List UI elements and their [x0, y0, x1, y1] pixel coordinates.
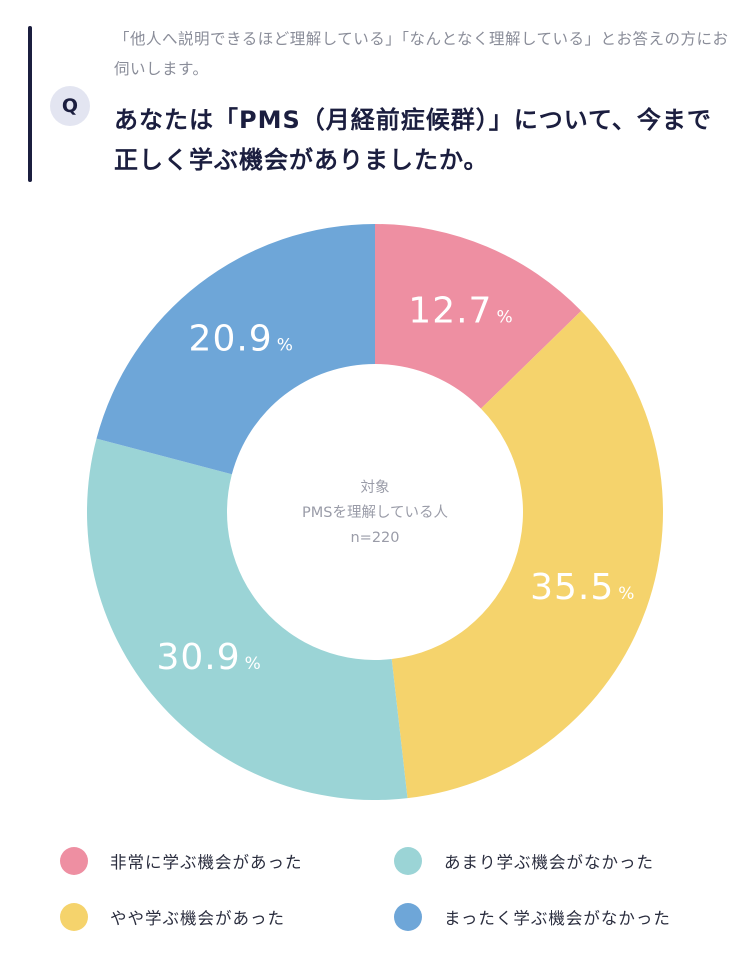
- donut-slices: [87, 223, 663, 800]
- slice-labels: 12.7 % 35.5 % 30.9 % 20.9%: [156, 290, 634, 678]
- donut-slice-4: [96, 223, 375, 475]
- donut-slice-2: [391, 310, 663, 799]
- legend-swatch-1: [60, 847, 88, 875]
- center-label-1: 対象: [361, 479, 390, 496]
- slice-label-4: 20.9%: [189, 319, 293, 360]
- center-label-2: PMSを理解している人: [302, 504, 448, 521]
- question-note: 「他人へ説明できるほど理解している」「なんとなく理解している」とお答えの方にお伺…: [114, 30, 729, 78]
- slice-label-3: 30.9%: [156, 637, 260, 678]
- center-label-3: n=220: [350, 530, 399, 546]
- legend-swatch-4: [394, 903, 422, 931]
- slice-label-1: 12.7%: [408, 290, 512, 331]
- donut-slice-3: [87, 438, 408, 800]
- legend-item-2: あまり学ぶ機会がなかった: [394, 846, 654, 876]
- question-badge: Q: [50, 86, 90, 126]
- legend-swatch-3: [60, 903, 88, 931]
- legend-item-4: まったく学ぶ機会がなかった: [394, 902, 671, 932]
- legend-label-1: 非常に学ぶ機会があった: [110, 853, 303, 872]
- legend-label-3: やや学ぶ機会があった: [110, 909, 285, 928]
- accent-bar: [28, 26, 32, 182]
- center-labels: 対象 PMSを理解している人 n=220: [302, 479, 448, 546]
- legend-item-3: やや学ぶ機会があった: [60, 902, 285, 932]
- legend-swatch-2: [394, 847, 422, 875]
- donut-slice-1: [375, 224, 582, 409]
- legend-item-1: 非常に学ぶ機会があった: [60, 846, 303, 876]
- legend-label-4: まったく学ぶ機会がなかった: [444, 909, 671, 928]
- legend-label-2: あまり学ぶ機会がなかった: [444, 853, 654, 872]
- question-title: あなたは「PMS（月経前症候群）」について、今まで正しく学ぶ機会がありましたか。: [114, 106, 712, 174]
- slice-label-2: 35.5%: [530, 567, 634, 608]
